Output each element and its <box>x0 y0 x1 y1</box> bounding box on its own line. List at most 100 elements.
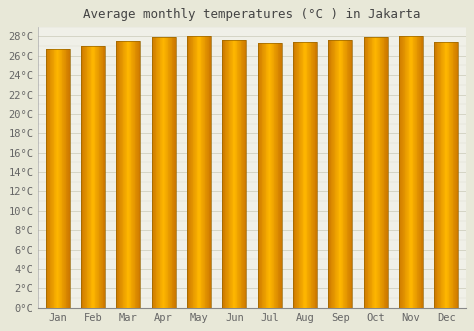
Bar <box>262 43 263 308</box>
Bar <box>348 40 349 308</box>
Bar <box>438 42 439 308</box>
Bar <box>293 42 317 308</box>
Bar <box>381 37 382 308</box>
Bar <box>456 42 457 308</box>
Bar <box>311 42 312 308</box>
Bar <box>172 37 173 308</box>
Bar <box>200 36 201 308</box>
Bar <box>127 41 128 308</box>
Bar <box>157 37 158 308</box>
Bar <box>205 36 206 308</box>
Bar <box>174 37 175 308</box>
Bar <box>441 42 442 308</box>
Bar <box>87 46 88 308</box>
Bar <box>57 49 58 308</box>
Bar <box>341 40 342 308</box>
Bar <box>122 41 123 308</box>
Bar <box>346 40 347 308</box>
Bar <box>90 46 91 308</box>
Bar <box>379 37 380 308</box>
Bar <box>232 40 233 308</box>
Bar <box>407 36 408 308</box>
Bar <box>163 37 164 308</box>
Bar <box>315 42 316 308</box>
Bar <box>61 49 62 308</box>
Bar <box>414 36 415 308</box>
Bar <box>266 43 267 308</box>
Bar <box>402 36 403 308</box>
Bar <box>294 42 295 308</box>
Bar <box>415 36 416 308</box>
Bar <box>133 41 134 308</box>
Bar <box>103 46 104 308</box>
Bar <box>264 43 265 308</box>
Bar <box>367 37 368 308</box>
Bar <box>126 41 127 308</box>
Bar <box>308 42 309 308</box>
Bar <box>230 40 231 308</box>
Bar <box>54 49 55 308</box>
Bar <box>340 40 341 308</box>
Bar <box>278 43 279 308</box>
Bar <box>135 41 136 308</box>
Bar <box>457 42 458 308</box>
Bar <box>52 49 53 308</box>
Bar <box>187 36 188 308</box>
Bar <box>448 42 449 308</box>
Bar <box>330 40 331 308</box>
Bar <box>258 43 259 308</box>
Bar <box>416 36 417 308</box>
Bar <box>454 42 455 308</box>
Bar <box>65 49 66 308</box>
Bar <box>132 41 133 308</box>
Bar <box>440 42 441 308</box>
Bar <box>336 40 337 308</box>
Bar <box>229 40 230 308</box>
Bar <box>273 43 274 308</box>
Bar <box>302 42 303 308</box>
Bar <box>64 49 65 308</box>
Bar <box>237 40 238 308</box>
Bar <box>53 49 54 308</box>
Bar <box>276 43 277 308</box>
Bar <box>222 40 246 308</box>
Bar <box>297 42 298 308</box>
Bar <box>301 42 302 308</box>
Bar <box>98 46 99 308</box>
Bar <box>89 46 90 308</box>
Bar <box>329 40 330 308</box>
Bar <box>344 40 345 308</box>
Bar <box>260 43 261 308</box>
Bar <box>446 42 447 308</box>
Bar <box>207 36 208 308</box>
Bar <box>159 37 160 308</box>
Bar <box>47 49 48 308</box>
Bar <box>387 37 388 308</box>
Bar <box>164 37 165 308</box>
Bar <box>199 36 200 308</box>
Bar <box>245 40 246 308</box>
Bar <box>102 46 103 308</box>
Bar <box>99 46 100 308</box>
Bar <box>94 46 95 308</box>
Bar <box>372 37 373 308</box>
Bar <box>155 37 156 308</box>
Bar <box>130 41 131 308</box>
Title: Average monthly temperatures (°C ) in Jakarta: Average monthly temperatures (°C ) in Ja… <box>83 8 421 21</box>
Bar <box>368 37 369 308</box>
Bar <box>347 40 348 308</box>
Bar <box>120 41 121 308</box>
Bar <box>265 43 266 308</box>
Bar <box>436 42 437 308</box>
Bar <box>91 46 92 308</box>
Bar <box>403 36 404 308</box>
Bar <box>449 42 450 308</box>
Bar <box>342 40 343 308</box>
Bar <box>279 43 280 308</box>
Bar <box>210 36 211 308</box>
Bar <box>380 37 381 308</box>
Bar <box>195 36 196 308</box>
Bar <box>154 37 155 308</box>
Bar <box>209 36 210 308</box>
Bar <box>422 36 423 308</box>
